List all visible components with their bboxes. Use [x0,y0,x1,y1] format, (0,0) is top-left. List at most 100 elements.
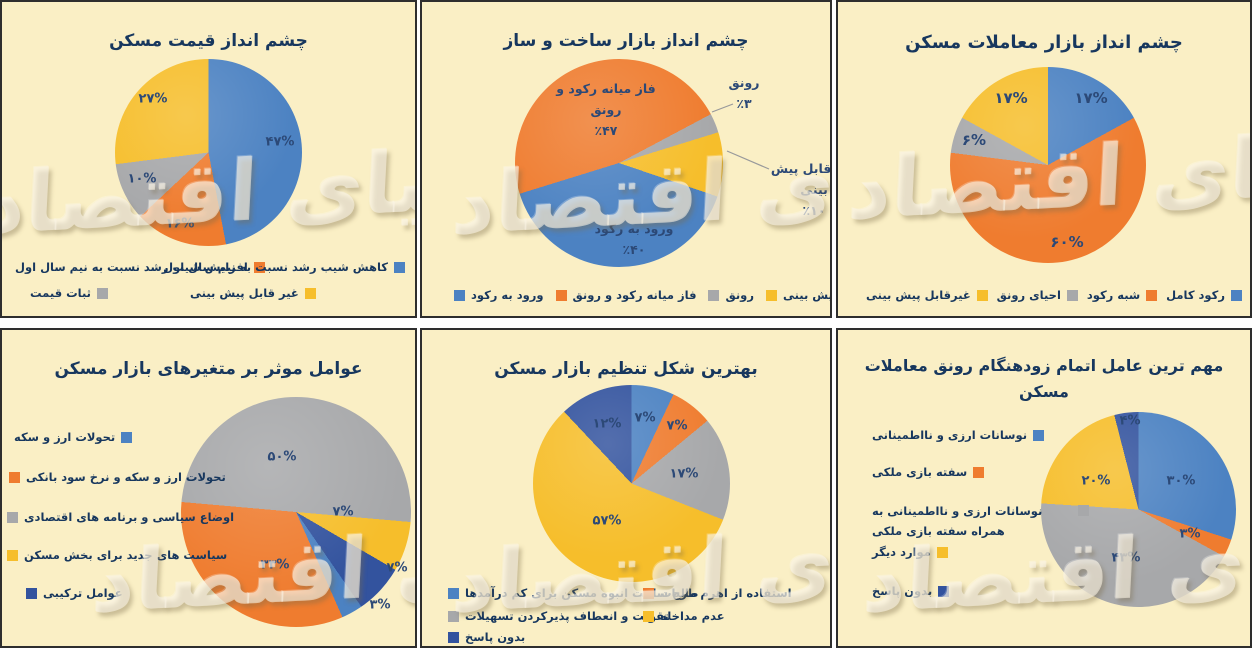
legend-label: اوضاع سیاسی و برنامه های اقتصادی [24,510,235,524]
legend-swatch [1230,289,1242,301]
legend-label: عدم مداخله [660,609,725,623]
legend-label: شبه رکود [1086,288,1141,302]
slice-value-label: ۷% [386,560,408,576]
legend-item: تقویت و انعطاف پذیرکردن تسهیلات [448,609,669,623]
legend-label: ثبات قیمت [30,286,91,300]
chart-title: عوامل موثر بر متغیرهای بازار مسکن [54,359,363,380]
slice-value-label: ۴۷% [265,134,295,150]
legend-item: بدون پاسخ [872,584,950,598]
slice-value-label: ٪۳ [736,96,752,111]
slice-value-label: ۳% [1179,526,1201,542]
slice-value-label: ۴۳% [1111,550,1141,566]
chart-title-line1: مهم ترین عامل اتمام زودهنگام رونق معاملا… [864,356,1224,376]
legend-item: رکود کامل [1166,288,1242,302]
legend-item: شبه رکود [1086,288,1158,302]
panel-transactions-outlook: چشم انداز بازار معاملات مسکن ۱۷% ۶۰% ۶% … [836,0,1252,318]
legend-label: تحولات ارز و سکه و نرخ سود بانکی [26,470,226,484]
slice-value-label: ۱۷% [994,89,1028,107]
slice-value-label: ۷% [634,410,656,426]
panel-boom-end-factor: مهم ترین عامل اتمام زودهنگام رونق معاملا… [836,328,1252,648]
slice-callout-blue: ورود به رکود ٪۴۰ [578,218,690,260]
slice-value-label: ۷% [666,418,688,434]
legend-item: سفته بازی ملکی [872,465,985,479]
legend-item: غیر قابل پیش بینی [190,286,316,300]
legend-item: سیاست های جدید برای بخش مسکن [7,548,227,562]
legend-item: موارد دیگر [872,545,948,559]
legend-swatch [121,431,133,443]
slice-label: ورود به رکود [594,221,674,236]
legend-item: استفاده از اهرم مالیات [643,586,792,600]
slice-value-label: ٪۴۷ [594,123,618,138]
legend-label: نوسانات ارزی و نااطمینانی به همراه سفته … [872,504,1043,538]
legend: غیرقابل پیش بینی احیای رونق شبه رکود رکو… [866,288,1242,302]
slice-value-label: ۳۰% [1166,473,1196,489]
legend-swatch [9,471,20,483]
slice-callout-orange: فاز میانه رکود و رونق ٪۴۷ [550,78,662,141]
legend-label: فاز میانه رکود و رونق [572,288,697,302]
legend-swatch [448,587,459,599]
slice-value-label: ۱۰% [127,171,157,187]
legend-swatch [708,289,720,301]
legend-item: تحولات ارز و سکه و نرخ سود بانکی [9,470,226,484]
legend-swatch [643,587,654,599]
slice-value-label: ۵۷% [592,513,622,529]
pie-chart-transactions-outlook [950,67,1146,263]
legend-swatch [1033,429,1045,441]
legend-item: نوسانات ارزی و نااطمینانی به همراه سفته … [872,502,1089,541]
legend-swatch [454,289,465,301]
legend-swatch [555,289,567,301]
legend-swatch [97,287,108,299]
legend-label: سیاست های جدید برای بخش مسکن [24,548,228,562]
legend-label: غیر قابل پیش بینی [190,286,299,300]
slice-callout-yellow-clipped: غیر قابل پیش بینی ٪۱۰ [766,158,832,221]
pie-chart-market-factors [181,397,411,627]
slice-label: غیر قابل پیش بینی [770,161,832,197]
legend-label: بدون پاسخ [872,584,933,598]
chart-title: چشم انداز بازار معاملات مسکن [905,31,1183,53]
legend-swatch [1146,289,1158,301]
legend-label: رکود کامل [1166,288,1225,302]
legend-swatch [1066,289,1078,301]
legend-label: غیر قابل پیش بینی [782,288,832,302]
pie-chart-construction-outlook [515,59,723,267]
slice-value-label: ۳% [369,597,391,613]
slice-value-label: ۱۷% [1074,89,1108,107]
pie-chart-price-outlook [115,59,302,246]
panel-construction-outlook: چشم انداز بازار ساخت و ساز فاز میانه رکو… [420,0,832,318]
slice-callout-gray: رونق ٪۳ [708,72,780,114]
legend-label: احیای رونق [996,288,1061,302]
pie-chart-boom-end-factor [1041,412,1236,607]
legend-label: رونق [725,288,754,302]
legend-label: عوامل ترکیبی [43,586,123,600]
legend-swatch [7,549,18,561]
legend-item: غیرقابل پیش بینی [866,288,988,302]
legend-label: تقویت و انعطاف پذیرکردن تسهیلات [465,609,669,623]
legend-item: تحولات ارز و سکه [14,430,133,444]
legend-swatch [253,261,265,273]
legend-item: کاهش شیب رشد نسبت به نیم سال اول [163,260,405,274]
legend-swatch [643,610,654,622]
legend-item: احیای رونق [997,288,1078,302]
legend-item: عدم مداخله [643,609,725,623]
legend-label: کاهش شیب رشد نسبت به نیم سال اول [163,260,388,274]
legend-label: تحولات ارز و سکه [14,430,116,444]
legend-item: ورود به رکود [454,288,544,302]
legend-label: استفاده از اهرم مالیات [660,586,792,600]
legend-item: اوضاع سیاسی و برنامه های اقتصادی [7,510,234,524]
legend-label: بدون پاسخ [465,630,526,644]
panel-price-outlook: چشم انداز قیمت مسکن ۴۷% ۱۶% ۱۰% ۲۷% افزا… [0,0,417,318]
legend-item: ثبات قیمت [30,286,108,300]
legend-swatch [26,587,37,599]
chart-title: بهترین شکل تنظیم بازار مسکن [494,359,758,380]
legend-label: غیرقابل پیش بینی [866,288,971,302]
slice-value-label: ۷% [332,504,354,520]
slice-label: رونق [728,75,760,90]
legend-swatch [394,261,405,273]
legend-label: نوسانات ارزی و نااطمینانی [872,428,1028,442]
legend-label: سفته بازی ملکی [872,465,968,479]
legend-label: افزایش شیب رشد نسبت به نیم سال اول [15,260,248,274]
legend-label: موارد دیگر [872,545,931,559]
legend: ورود به رکود فاز میانه رکود و رونق رونق … [454,288,832,302]
slice-value-label: ۵۰% [267,449,297,465]
